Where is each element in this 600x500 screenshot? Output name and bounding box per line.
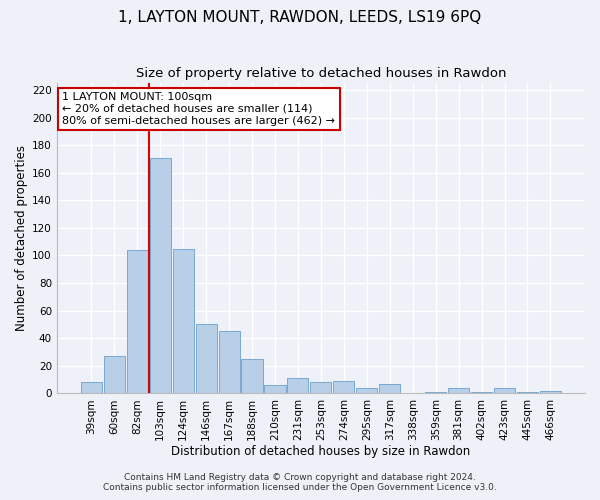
Bar bbox=[218, 332, 239, 394]
Bar bbox=[287, 378, 308, 394]
Bar bbox=[448, 388, 469, 394]
Bar bbox=[333, 381, 355, 394]
Bar bbox=[127, 250, 148, 394]
Bar bbox=[81, 382, 102, 394]
Title: Size of property relative to detached houses in Rawdon: Size of property relative to detached ho… bbox=[136, 68, 506, 80]
Bar bbox=[241, 359, 263, 394]
Bar bbox=[265, 385, 286, 394]
Text: 1, LAYTON MOUNT, RAWDON, LEEDS, LS19 6PQ: 1, LAYTON MOUNT, RAWDON, LEEDS, LS19 6PQ bbox=[118, 10, 482, 25]
Bar bbox=[425, 392, 446, 394]
Y-axis label: Number of detached properties: Number of detached properties bbox=[15, 145, 28, 331]
Bar bbox=[540, 390, 561, 394]
Text: Contains HM Land Registry data © Crown copyright and database right 2024.
Contai: Contains HM Land Registry data © Crown c… bbox=[103, 473, 497, 492]
Bar bbox=[379, 384, 400, 394]
Bar bbox=[196, 324, 217, 394]
Bar bbox=[356, 388, 377, 394]
Bar bbox=[517, 392, 538, 394]
Bar bbox=[173, 248, 194, 394]
Bar bbox=[494, 388, 515, 394]
Bar bbox=[310, 382, 331, 394]
Bar bbox=[149, 158, 171, 394]
Bar bbox=[471, 392, 492, 394]
X-axis label: Distribution of detached houses by size in Rawdon: Distribution of detached houses by size … bbox=[171, 444, 470, 458]
Text: 1 LAYTON MOUNT: 100sqm
← 20% of detached houses are smaller (114)
80% of semi-de: 1 LAYTON MOUNT: 100sqm ← 20% of detached… bbox=[62, 92, 335, 126]
Bar bbox=[104, 356, 125, 394]
